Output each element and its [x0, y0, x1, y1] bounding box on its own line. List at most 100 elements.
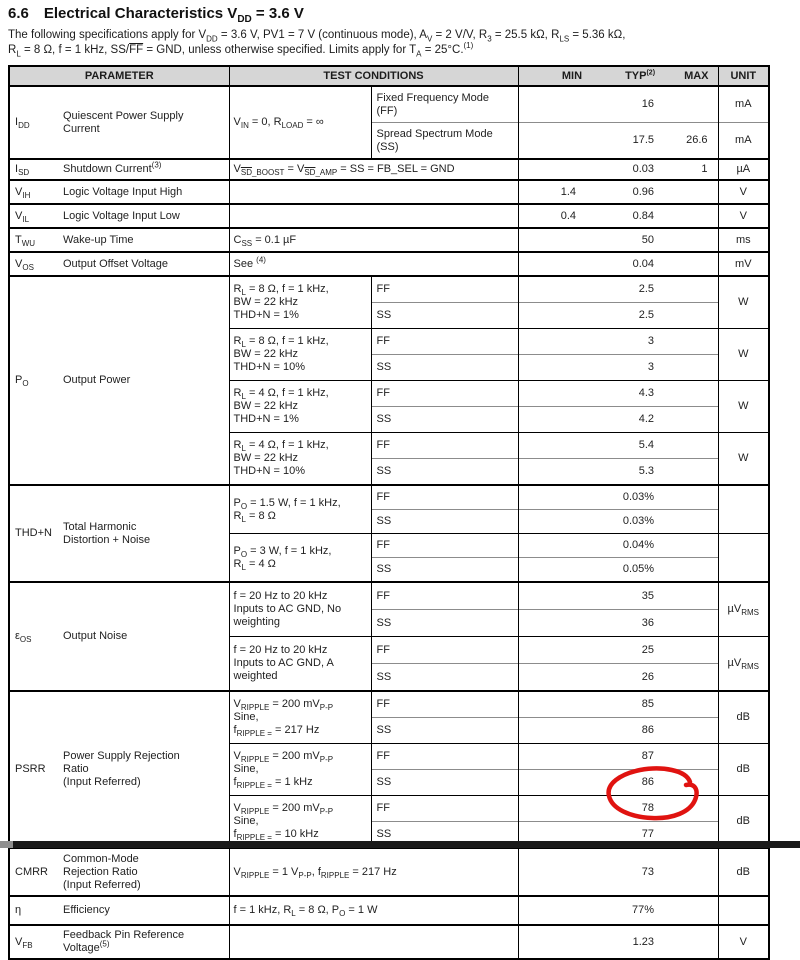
- mode-label: SS: [370, 302, 519, 329]
- header-typ: TYP(2): [586, 66, 663, 87]
- table-row: εOS Output Noise f = 20 Hz to 20 kHz Inputs…: [9, 581, 770, 691]
- unit-cell: ms: [717, 227, 770, 252]
- param-symbol: THD+N: [9, 484, 61, 582]
- unit-cell: V: [717, 203, 770, 228]
- section-title: 6.6 Electrical Characteristics VDD = 3.6…: [8, 5, 800, 25]
- unit-cell: dB: [717, 690, 770, 744]
- min-value: 0.4: [517, 203, 587, 228]
- max-value: [662, 275, 719, 303]
- typ-value: 3: [586, 328, 663, 355]
- param-name: Common-Mode Rejection Ratio (Input Referre…: [61, 847, 230, 896]
- unit-cell: µA: [717, 158, 770, 180]
- min-value: [517, 924, 587, 959]
- typ-value: 5.4: [586, 432, 663, 459]
- unit-cell: W: [717, 380, 770, 433]
- unit-cell: mA: [717, 85, 770, 123]
- unit-cell: mA: [717, 122, 770, 159]
- table-row: PO Output Power RL = 8 Ω, f = 1 kHz, BW = 2…: [9, 275, 770, 485]
- typ-value: 0.03%: [586, 509, 663, 534]
- mode-label: Spread Spectrum Mode (SS): [370, 122, 519, 159]
- table-row: η Efficiency f = 1 kHz, RL = 8 Ω, PO = 1 W…: [9, 895, 770, 925]
- param-name: Efficiency: [61, 895, 230, 925]
- min-value: [517, 85, 587, 123]
- mode-label: FF: [370, 690, 519, 718]
- table-row: SS 5.3: [9, 458, 769, 485]
- param-name: Shutdown Current(3): [61, 158, 230, 180]
- intro-paragraph: The following specifications apply for V…: [8, 29, 626, 58]
- max-value: [662, 302, 719, 329]
- max-value: [662, 581, 719, 610]
- test-condition: [228, 179, 519, 204]
- min-value: [517, 743, 587, 770]
- typ-value: 50: [586, 227, 663, 252]
- test-condition: CSS = 0.1 µF: [228, 227, 519, 252]
- unit-cell: W: [717, 432, 770, 485]
- typ-value: 4.3: [586, 380, 663, 407]
- min-value: [517, 847, 587, 896]
- max-value: [662, 458, 719, 485]
- min-value: [517, 354, 587, 381]
- table-row: PSRR Power Supply Rejection Ratio (Input Re…: [9, 690, 770, 848]
- unit-cell: µVRMS: [717, 581, 770, 637]
- test-condition: f = 20 Hz to 20 kHz Inputs to AC GND, No w…: [228, 581, 372, 637]
- table-row: SS 86: [9, 717, 769, 744]
- max-value: [662, 847, 719, 896]
- unit-cell: V: [717, 924, 770, 959]
- typ-value: 26: [586, 663, 663, 691]
- min-value: [517, 609, 587, 637]
- test-condition: VRIPPLE = 200 mVP-P Sine, fRIPPLE = = 10 k…: [228, 795, 372, 848]
- typ-value: 73: [586, 847, 663, 896]
- header-min: MIN: [517, 66, 587, 87]
- table-row: RL = 8 Ω, f = 1 kHz, BW = 22 kHz THD+N = 1…: [9, 328, 770, 381]
- typ-value: 2.5: [586, 275, 663, 303]
- table-row: SS 2.5: [9, 302, 769, 329]
- table-row: VFB Feedback Pin Reference Voltage(5) 1.23 V: [9, 924, 770, 959]
- param-name: Feedback Pin Reference Voltage(5): [61, 924, 230, 959]
- min-value: [517, 663, 587, 691]
- unit-cell: dB: [717, 847, 770, 896]
- min-value: [517, 328, 587, 355]
- header-test: TEST CONDITIONS: [228, 66, 519, 87]
- typ-value: 35: [586, 581, 663, 610]
- param-symbol: CMRR: [9, 847, 61, 896]
- table-row: VIL Logic Voltage Input Low 0.4 0.84 V: [9, 203, 770, 228]
- param-symbol: VIL: [9, 203, 61, 228]
- max-value: [662, 795, 719, 822]
- mode-label: FF: [370, 636, 519, 664]
- typ-value: 5.3: [586, 458, 663, 485]
- scrollbar-horizontal[interactable]: [0, 841, 800, 848]
- table-row: PO = 3 W, f = 1 kHz, RL = 4 Ω FF 0.04%: [9, 533, 770, 582]
- table-row: SS 36: [9, 609, 769, 637]
- mode-label: SS: [370, 509, 519, 534]
- min-value: [517, 581, 587, 610]
- param-symbol: VOS: [9, 251, 61, 276]
- typ-value: 0.03: [586, 158, 663, 180]
- section-number: 6.6: [8, 5, 29, 22]
- header-param: PARAMETER: [9, 66, 230, 87]
- unit-cell: [717, 484, 770, 534]
- mode-label: SS: [370, 663, 519, 691]
- table-row: TWU Wake-up Time CSS = 0.1 µF 50 ms: [9, 227, 770, 252]
- max-value: [662, 557, 719, 582]
- mode-label: FF: [370, 581, 519, 610]
- typ-value: 86: [586, 769, 663, 796]
- table-row: THD+N Total Harmonic Distortion + Noise PO …: [9, 484, 770, 582]
- unit-cell: W: [717, 275, 770, 329]
- typ-value: 17.5: [586, 122, 663, 159]
- test-condition: See (4): [228, 251, 519, 276]
- max-value: [662, 354, 719, 381]
- unit-cell: [717, 895, 770, 925]
- mode-label: FF: [370, 328, 519, 355]
- min-value: [517, 509, 587, 534]
- min-value: [517, 406, 587, 433]
- mode-label: FF: [370, 743, 519, 770]
- test-condition: VRIPPLE = 200 mVP-P Sine, fRIPPLE = = 217 …: [228, 690, 372, 744]
- typ-value: 4.2: [586, 406, 663, 433]
- param-name: Total Harmonic Distortion + Noise: [61, 484, 230, 582]
- typ-value: 0.05%: [586, 557, 663, 582]
- mode-label: SS: [370, 609, 519, 637]
- typ-value: 3: [586, 354, 663, 381]
- max-value: [662, 895, 719, 925]
